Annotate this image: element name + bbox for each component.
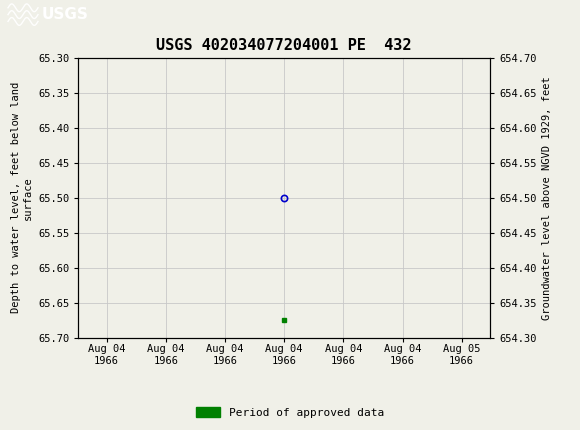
Legend: Period of approved data: Period of approved data (191, 403, 389, 422)
Y-axis label: Depth to water level, feet below land
surface: Depth to water level, feet below land su… (11, 82, 32, 313)
Title: USGS 402034077204001 PE  432: USGS 402034077204001 PE 432 (157, 38, 412, 53)
Text: USGS: USGS (42, 7, 89, 22)
Y-axis label: Groundwater level above NGVD 1929, feet: Groundwater level above NGVD 1929, feet (542, 76, 552, 319)
